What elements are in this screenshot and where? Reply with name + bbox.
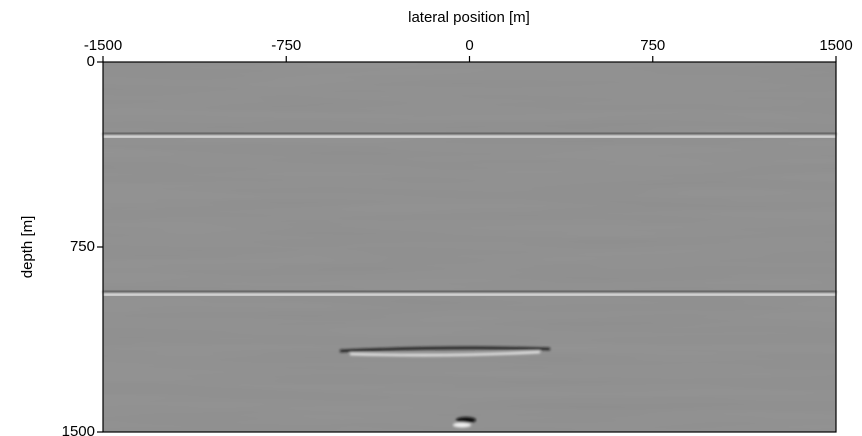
reflector (339, 346, 551, 357)
diffraction (453, 417, 476, 428)
plot-area (102, 61, 837, 433)
x-tick-label: 750 (640, 37, 665, 54)
x-tick-label: -750 (271, 37, 301, 54)
reflector (103, 290, 836, 296)
x-axis-label: lateral position [m] (408, 9, 530, 26)
y-tick-label: 750 (70, 238, 95, 255)
reflector (103, 132, 836, 138)
reflector-light (349, 350, 541, 357)
x-tick-label: 1500 (819, 37, 852, 54)
y-tick-label: 1500 (62, 423, 95, 436)
reflector-dark (339, 346, 551, 353)
image-texture (103, 62, 836, 432)
y-tick-label: 0 (87, 53, 95, 70)
y-axis-label: depth [m] (19, 216, 36, 279)
diffraction-dark (456, 417, 476, 423)
x-tick-label: -1500 (84, 37, 122, 54)
x-tick-label: 0 (465, 37, 473, 54)
diffraction-light (453, 422, 471, 428)
